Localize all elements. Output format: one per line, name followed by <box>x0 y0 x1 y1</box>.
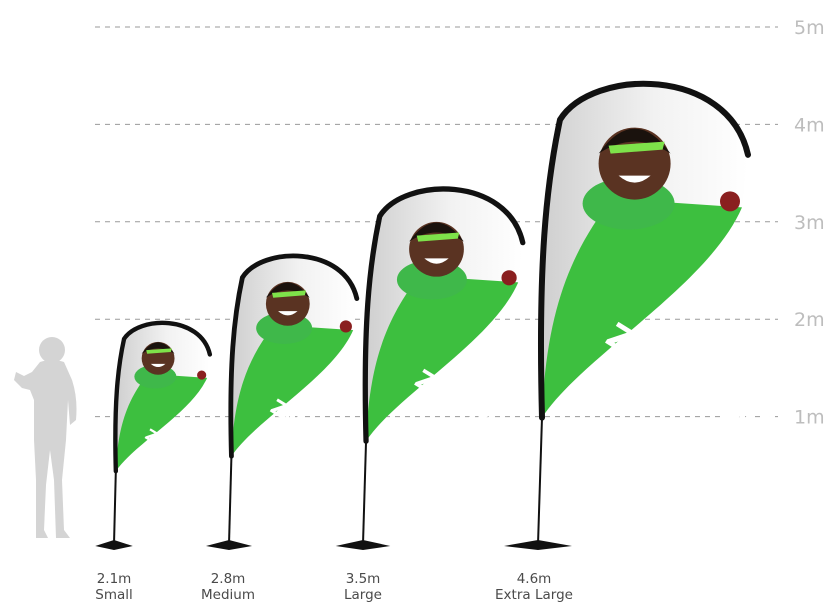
glove-small <box>197 370 207 380</box>
scale-label-3m: 3m <box>794 212 825 234</box>
smile-small <box>150 363 166 368</box>
flag-base-large <box>335 540 391 550</box>
glove-extra-large <box>720 191 740 212</box>
smile-extra-large <box>618 175 651 183</box>
height-label-extra-large: 4.6m <box>517 571 552 587</box>
flag-green-band-large <box>366 275 519 442</box>
flag-base-small <box>95 540 133 550</box>
scale-label-5m: 5m <box>794 17 825 39</box>
size-name-label-medium: Medium <box>201 587 255 603</box>
flag-brand-text-extra-large: ZOOM QUILL <box>599 316 824 477</box>
glove-large <box>501 270 517 286</box>
pole-small <box>113 471 117 545</box>
hair-small <box>141 342 175 354</box>
goggles-small <box>146 348 172 354</box>
pole-arc-extra-large <box>537 80 751 421</box>
pole-extra-large <box>537 417 543 545</box>
flag-small: ZOOM QUILL <box>95 320 245 550</box>
hair-extra-large <box>598 128 671 154</box>
hair-large <box>409 222 464 242</box>
pole-large <box>362 441 368 545</box>
flag-green-band-small <box>115 373 208 472</box>
flag-base-medium <box>205 540 253 550</box>
flag-base-extra-large <box>504 540 572 550</box>
hair-medium <box>265 282 310 298</box>
goggles-medium <box>271 290 307 298</box>
pole-arc-small <box>113 320 213 474</box>
smile-large <box>424 258 449 264</box>
glove-medium <box>339 320 352 333</box>
goggles-large <box>416 232 460 242</box>
size-name-label-extra-large: Extra Large <box>495 587 573 603</box>
size-name-label-large: Large <box>344 587 382 603</box>
scale-label-4m: 4m <box>794 114 825 136</box>
height-label-medium: 2.8m <box>211 571 246 587</box>
height-label-large: 3.5m <box>346 571 381 587</box>
scale-label-1m: 1m <box>794 407 825 429</box>
flag-group: ZOOM QUILL ZOOM QUILL ZOOM QUILL ZOOM QUILL <box>95 80 825 550</box>
smile-medium <box>278 311 298 316</box>
pole-arc-medium <box>228 253 360 459</box>
goggles-extra-large <box>608 141 665 154</box>
flag-green-band-extra-large <box>542 198 742 418</box>
person-silhouette-icon <box>14 337 77 538</box>
size-name-label-small: Small <box>95 587 133 603</box>
flag-extra-large: ZOOM QUILL <box>504 80 825 550</box>
pole-arc-large <box>362 186 526 444</box>
height-label-small: 2.1m <box>97 571 132 587</box>
scale-label-2m: 2m <box>794 309 825 331</box>
flag-green-band-medium <box>231 324 354 457</box>
flag-medium: ZOOM QUILL <box>205 253 404 550</box>
pole-medium <box>228 456 233 545</box>
